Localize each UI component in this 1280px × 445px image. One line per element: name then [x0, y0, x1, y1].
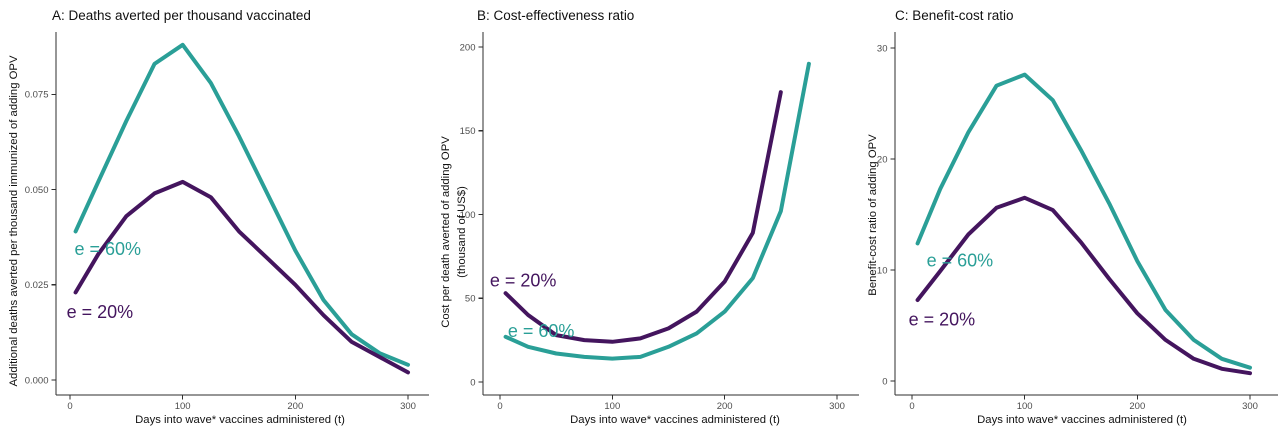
panel-c-y-axis-label: Benefit-cost ratio of adding OPV — [867, 134, 879, 296]
x-tick-label: 300 — [1242, 401, 1258, 412]
panel-b-y-axis-label-line1: Cost per death averted of adding OPV — [440, 136, 452, 328]
x-tick-label: 200 — [1129, 401, 1145, 412]
y-tick-label: 0.000 — [25, 375, 49, 386]
y-tick-label: 0 — [470, 377, 475, 388]
panel-b-y-axis-label-line2: (thousand of US$) — [456, 186, 468, 278]
x-tick-label: 200 — [287, 401, 303, 412]
series-line-e-60 — [503, 61, 811, 361]
panel-c-x-axis-label: Days into wave* vaccines administered (t… — [977, 414, 1187, 426]
x-tick-label: 0 — [497, 401, 502, 412]
y-tick-label: 150 — [460, 126, 476, 137]
series-annotation-e-20: e = 20% — [490, 271, 557, 291]
panel-a-x-axis-label: Days into wave* vaccines administered (t… — [135, 414, 345, 426]
panel-a-line-chart: 0 100 200 300 0.000 0.025 0.050 0.075 e = 60% e =… — [25, 32, 429, 412]
panel-b: 0 100 200 300 0 50 100 150 200 e = 20% e = 60% B: … — [430, 0, 860, 445]
x-tick-label: 200 — [717, 401, 733, 412]
x-tick-label: 300 — [400, 401, 416, 412]
y-tick-label: 0.050 — [25, 185, 49, 196]
y-tick-label: 20 — [877, 154, 888, 165]
y-tick-label: 30 — [877, 43, 888, 54]
panel-c: 0 100 200 300 0 10 20 30 e = 60% e = 20% C: Benef… — [860, 0, 1280, 445]
panel-a: 0 100 200 300 0.000 0.025 0.050 0.075 e = 60% e =… — [0, 0, 430, 445]
x-tick-label: 100 — [1017, 401, 1033, 412]
x-tick-label: 300 — [829, 401, 845, 412]
panel-c-title: C: Benefit-cost ratio — [895, 8, 1014, 23]
panel-c-line-chart: 0 100 200 300 0 10 20 30 e = 60% e = 20% — [877, 32, 1278, 412]
x-tick-label: 0 — [67, 401, 72, 412]
y-tick-label: 200 — [460, 42, 476, 53]
y-tick-label: 100 — [460, 210, 476, 221]
y-tick-label: 0 — [882, 376, 887, 387]
series-line-e-20 — [915, 195, 1252, 376]
series-annotation-e-20: e = 20% — [909, 310, 976, 330]
series-line-e-60 — [73, 42, 410, 367]
x-tick-label: 0 — [909, 401, 914, 412]
x-tick-label: 100 — [175, 401, 191, 412]
panel-a-y-axis-label: Additional deaths averted per thousand i… — [8, 55, 20, 387]
y-tick-label: 0.075 — [25, 90, 49, 101]
panel-b-title: B: Cost-effectiveness ratio — [477, 8, 635, 23]
series-line-e-20 — [503, 90, 783, 344]
panel-b-line-chart: 0 100 200 300 0 50 100 150 200 e = 20% e = 60% — [460, 32, 859, 412]
series-annotation-e-60: e = 60% — [927, 251, 994, 271]
series-line-e-20 — [73, 179, 410, 375]
y-tick-label: 50 — [465, 294, 476, 305]
y-tick-label: 10 — [877, 265, 888, 276]
series-annotation-e-60: e = 60% — [75, 239, 142, 259]
panel-b-x-axis-label: Days into wave* vaccines administered (t… — [570, 414, 780, 426]
x-tick-label: 100 — [604, 401, 620, 412]
panel-a-title: A: Deaths averted per thousand vaccinate… — [52, 8, 311, 23]
series-annotation-e-60: e = 60% — [508, 321, 575, 341]
series-line-e-60 — [915, 72, 1252, 370]
y-tick-label: 0.025 — [25, 280, 49, 291]
series-annotation-e-20: e = 20% — [67, 302, 134, 322]
